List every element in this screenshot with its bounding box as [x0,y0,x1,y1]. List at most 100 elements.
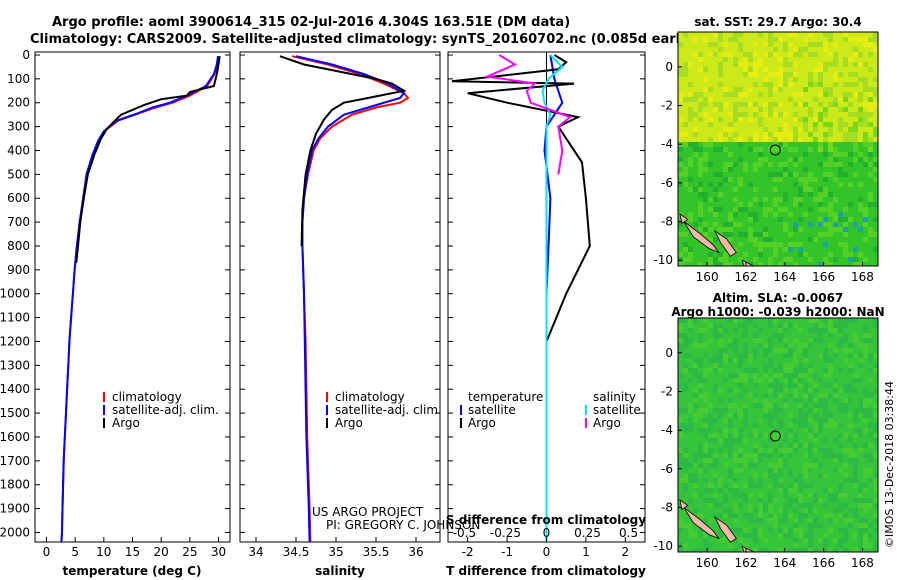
map-cell [758,508,763,513]
map-cell [863,172,868,177]
map-cell [683,368,688,373]
map-cell [763,353,768,358]
map-cell [848,483,853,488]
map-cell [733,52,738,57]
map-cell [733,187,738,192]
map-cell [853,57,858,62]
map-cell [758,137,763,142]
map-cell [738,227,743,232]
map-cell [728,212,733,217]
map-cell [683,348,688,353]
map-cell [808,353,813,358]
map-cell [783,398,788,403]
map-cell [868,142,873,147]
map-cell [728,388,733,393]
map-cell [693,47,698,52]
map-cell [848,202,853,207]
map-cell [848,478,853,483]
map-cell [858,252,863,257]
map-cell [853,77,858,82]
map-cell [848,498,853,503]
map-cell [683,127,688,132]
map-cell [843,468,848,473]
map-cell [823,37,828,42]
map-cell [803,393,808,398]
s-tick-label: -0.25 [490,526,521,540]
map-cell [783,92,788,97]
map-cell [828,202,833,207]
map-cell [763,403,768,408]
map-cell [828,423,833,428]
map-cell [723,368,728,373]
map-cell [788,32,793,37]
map-cell [778,122,783,127]
map-cell [713,37,718,42]
map-cell [848,167,853,172]
map-cell [783,548,788,552]
map-cell [748,483,753,488]
map-cell [768,353,773,358]
map-cell [753,47,758,52]
map-cell [733,132,738,137]
map-cell [798,32,803,37]
map-cell [783,348,788,353]
map-cell [693,37,698,42]
map-cell [793,82,798,87]
map-cell [718,353,723,358]
map-cell [858,508,863,513]
map-cell [683,112,688,117]
map-cell [833,323,838,328]
map-cell [713,212,718,217]
map-cell [703,102,708,107]
map-cell [808,368,813,373]
map-cell [768,508,773,513]
map-cell [793,343,798,348]
map-cell [763,458,768,463]
map-cell [718,182,723,187]
map-cell [833,142,838,147]
map-cell [838,468,843,473]
map-cell [873,222,878,227]
map-cell [683,242,688,247]
map-cell [753,433,758,438]
map-cell [708,358,713,363]
map-cell [718,152,723,157]
map-cell [773,528,778,533]
map-cell [758,67,763,72]
map-cell [828,463,833,468]
map-cell [708,523,713,528]
map-cell [803,453,808,458]
map-cell [853,323,858,328]
map-cell [678,513,683,518]
map-cell [823,538,828,543]
map-cell [843,72,848,77]
map-cell [793,112,798,117]
map-cell [688,97,693,102]
map-cell [683,47,688,52]
map-cell [868,87,873,92]
map-cell [713,388,718,393]
map-cell [813,232,818,237]
map-cell [718,343,723,348]
map-cell [718,368,723,373]
map-cell [858,112,863,117]
map-cell [703,493,708,498]
map-cell [768,227,773,232]
map-cell [738,428,743,433]
sst-map [678,32,878,266]
map-cell [873,363,878,368]
map-cell [833,483,838,488]
map-cell [773,338,778,343]
map-cell [838,32,843,37]
map-cell [688,403,693,408]
map-cell [783,232,788,237]
map-cell [778,162,783,167]
map-cell [718,257,723,262]
map-cell [813,343,818,348]
map-cell [723,72,728,77]
map-cell [808,323,813,328]
map-cell [823,257,828,262]
map-cell [813,237,818,242]
map-cell [798,328,803,333]
sla-map-title-2: Argo h1000: -0.039 h2000: NaN [671,305,884,319]
